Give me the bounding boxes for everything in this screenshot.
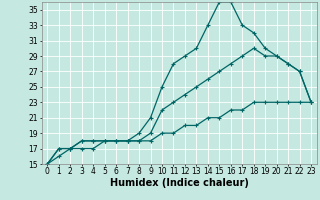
- X-axis label: Humidex (Indice chaleur): Humidex (Indice chaleur): [110, 178, 249, 188]
